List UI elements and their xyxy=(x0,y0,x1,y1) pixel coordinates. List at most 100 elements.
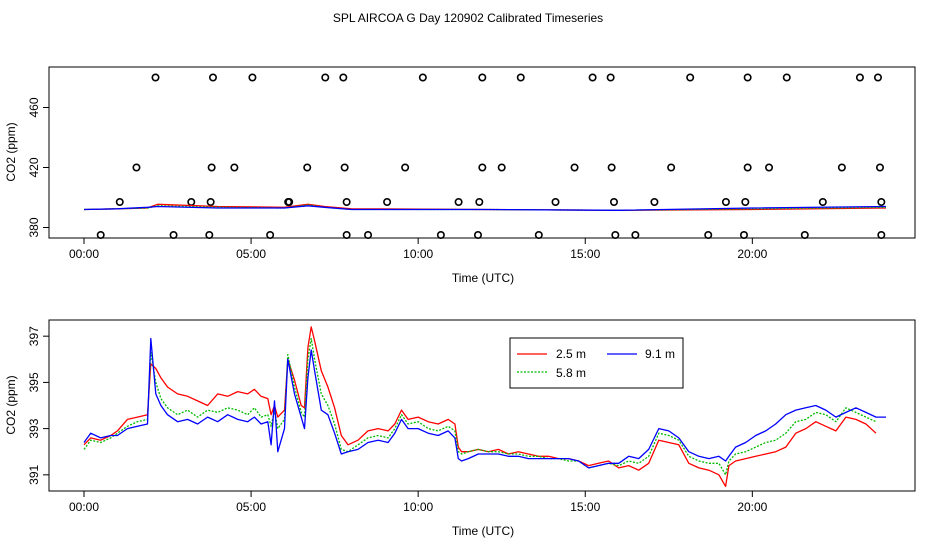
x-tick-label: 20:00 xyxy=(737,500,767,514)
x-tick-label: 05:00 xyxy=(236,247,266,261)
data-point xyxy=(765,163,774,172)
legend: 2.5 m 9.1 m 5.8 m xyxy=(509,337,684,389)
data-point xyxy=(609,198,618,207)
data-point xyxy=(743,163,752,172)
data-point xyxy=(364,231,373,240)
data-point xyxy=(721,198,730,207)
panel-2: 00:00 05:00 10:00 15:00 20:00 391 393 395 397 T… xyxy=(4,319,916,538)
data-point xyxy=(739,231,748,240)
y-tick-label: 380 xyxy=(27,217,41,237)
data-point xyxy=(743,73,752,82)
data-point xyxy=(534,231,543,240)
panel-2-y-ticks: 391 393 395 397 xyxy=(27,326,49,485)
data-point xyxy=(607,163,616,172)
data-point xyxy=(516,73,525,82)
data-point xyxy=(650,198,659,207)
series-line-5-8-m xyxy=(83,337,877,476)
panel-2-y-label: CO2 (ppm) xyxy=(4,375,18,434)
legend-label-9-1m: 9.1 m xyxy=(645,347,675,361)
series-line-2-5-m xyxy=(83,326,877,488)
panel-1-frame xyxy=(48,66,916,239)
data-point xyxy=(475,198,484,207)
data-point xyxy=(454,198,463,207)
data-point xyxy=(478,73,487,82)
series-line-5-8-m xyxy=(83,204,887,211)
data-point xyxy=(207,163,216,172)
data-point xyxy=(497,163,506,172)
data-point xyxy=(631,231,640,240)
data-point xyxy=(837,163,846,172)
data-point xyxy=(340,163,349,172)
data-point xyxy=(303,163,312,172)
data-point xyxy=(667,163,676,172)
data-point xyxy=(248,73,257,82)
data-point xyxy=(132,163,141,172)
panel-1-x-ticks: 00:00 05:00 10:00 15:00 20:00 xyxy=(69,238,768,261)
data-point xyxy=(401,163,410,172)
data-point xyxy=(704,231,713,240)
data-point xyxy=(800,231,809,240)
y-tick-label: 395 xyxy=(27,372,41,392)
x-tick-label: 15:00 xyxy=(570,500,600,514)
legend-label-2-5m: 2.5 m xyxy=(556,347,586,361)
legend-label-5-8m: 5.8 m xyxy=(556,366,586,380)
y-tick-label: 420 xyxy=(27,157,41,177)
data-point xyxy=(570,163,579,172)
data-point xyxy=(187,198,196,207)
series-line-9-1-m xyxy=(83,337,886,469)
data-point xyxy=(855,73,864,82)
y-tick-label: 397 xyxy=(27,326,41,346)
panel-1-y-ticks: 380 420 460 xyxy=(27,97,49,238)
data-point xyxy=(383,198,392,207)
data-point xyxy=(877,231,886,240)
panel-2-x-ticks: 00:00 05:00 10:00 15:00 20:00 xyxy=(69,491,768,514)
data-point xyxy=(342,198,351,207)
data-point xyxy=(230,163,239,172)
panel-1-points xyxy=(96,73,886,240)
data-point xyxy=(115,198,124,207)
data-point xyxy=(339,73,348,82)
panel-2-frame xyxy=(48,319,916,492)
data-point xyxy=(551,198,560,207)
chart-title: SPL AIRCOA G Day 120902 Calibrated Times… xyxy=(333,11,603,25)
panel-1-lines xyxy=(83,203,887,211)
data-point xyxy=(611,231,620,240)
data-point xyxy=(418,73,427,82)
data-point xyxy=(206,198,215,207)
data-point xyxy=(208,73,217,82)
panel-1: 00:00 05:00 10:00 15:00 20:00 380 420 460 Time… xyxy=(4,66,916,285)
x-tick-label: 00:00 xyxy=(69,247,99,261)
y-tick-label: 391 xyxy=(27,464,41,484)
series-line-9-1-m xyxy=(83,205,887,211)
data-point xyxy=(285,198,294,207)
data-point xyxy=(473,231,482,240)
legend-box xyxy=(509,337,684,389)
data-point xyxy=(606,73,615,82)
data-point xyxy=(478,163,487,172)
data-point xyxy=(169,231,178,240)
panel-2-lines xyxy=(83,326,886,488)
panel-2-x-label: Time (UTC) xyxy=(452,524,514,538)
data-point xyxy=(205,231,214,240)
x-tick-label: 15:00 xyxy=(570,247,600,261)
x-tick-label: 10:00 xyxy=(403,247,433,261)
x-tick-label: 20:00 xyxy=(737,247,767,261)
data-point xyxy=(151,73,160,82)
data-point xyxy=(782,73,791,82)
data-point xyxy=(741,198,750,207)
panel-1-y-label: CO2 (ppm) xyxy=(4,122,18,181)
y-tick-label: 460 xyxy=(27,97,41,117)
y-tick-label: 393 xyxy=(27,418,41,438)
data-point xyxy=(342,231,351,240)
data-point xyxy=(818,198,827,207)
data-point xyxy=(96,231,105,240)
data-point xyxy=(436,231,445,240)
x-tick-label: 05:00 xyxy=(236,500,266,514)
data-point xyxy=(686,73,695,82)
data-point xyxy=(875,163,884,172)
data-point xyxy=(588,73,597,82)
data-point xyxy=(321,73,330,82)
data-point xyxy=(266,231,275,240)
